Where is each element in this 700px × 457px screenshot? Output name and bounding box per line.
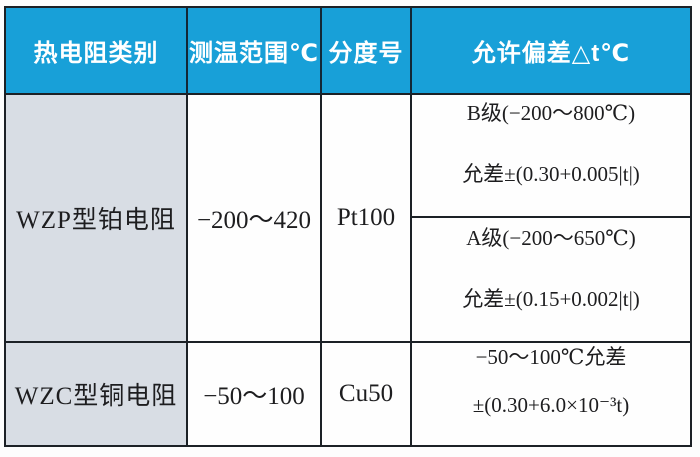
wzc-range-cell: −50～100	[188, 343, 322, 445]
wzc-graduation-cell: Cu50	[322, 343, 412, 445]
wzp-range-cell: −200～420	[188, 95, 322, 343]
tolerance-grade-b-formula: 允差±(0.30+0.005|t|)	[462, 162, 640, 186]
tolerance-grade-b-section: B级(−200～800℃) 允差±(0.30+0.005|t|)	[412, 95, 690, 218]
header-cell-category: 热电阻类别	[6, 8, 188, 95]
wzc-category-cell: WZC型铜电阻	[6, 343, 188, 445]
wzp-category-cell: WZP型铂电阻	[6, 95, 188, 343]
header-cell-range: 测温范围℃	[188, 8, 322, 95]
wzc-tolerance-formula: ±(0.30+6.0×10⁻³t)	[472, 393, 630, 417]
wzc-tolerance-cell: −50～100℃允差 ±(0.30+6.0×10⁻³t)	[412, 343, 690, 445]
wzp-tolerance-cell: B级(−200～800℃) 允差±(0.30+0.005|t|) A级(−200…	[412, 95, 690, 343]
tolerance-grade-b-range: B级(−200～800℃)	[466, 101, 636, 125]
wzc-tolerance-range: −50～100℃允差	[475, 345, 627, 369]
rtd-spec-table: 热电阻类别 测温范围℃ 分度号 允许偏差△t℃ WZP型铂电阻 −200～420…	[4, 6, 692, 447]
header-cell-tolerance: 允许偏差△t℃	[412, 8, 690, 95]
wzp-graduation-cell: Pt100	[322, 95, 412, 343]
header-cell-graduation: 分度号	[322, 8, 412, 95]
tolerance-grade-a-range: A级(−200～650℃)	[466, 226, 636, 250]
tolerance-grade-a-section: A级(−200～650℃) 允差±(0.15+0.002|t|)	[412, 218, 690, 341]
tolerance-grade-a-formula: 允差±(0.15+0.002|t|)	[462, 287, 640, 311]
